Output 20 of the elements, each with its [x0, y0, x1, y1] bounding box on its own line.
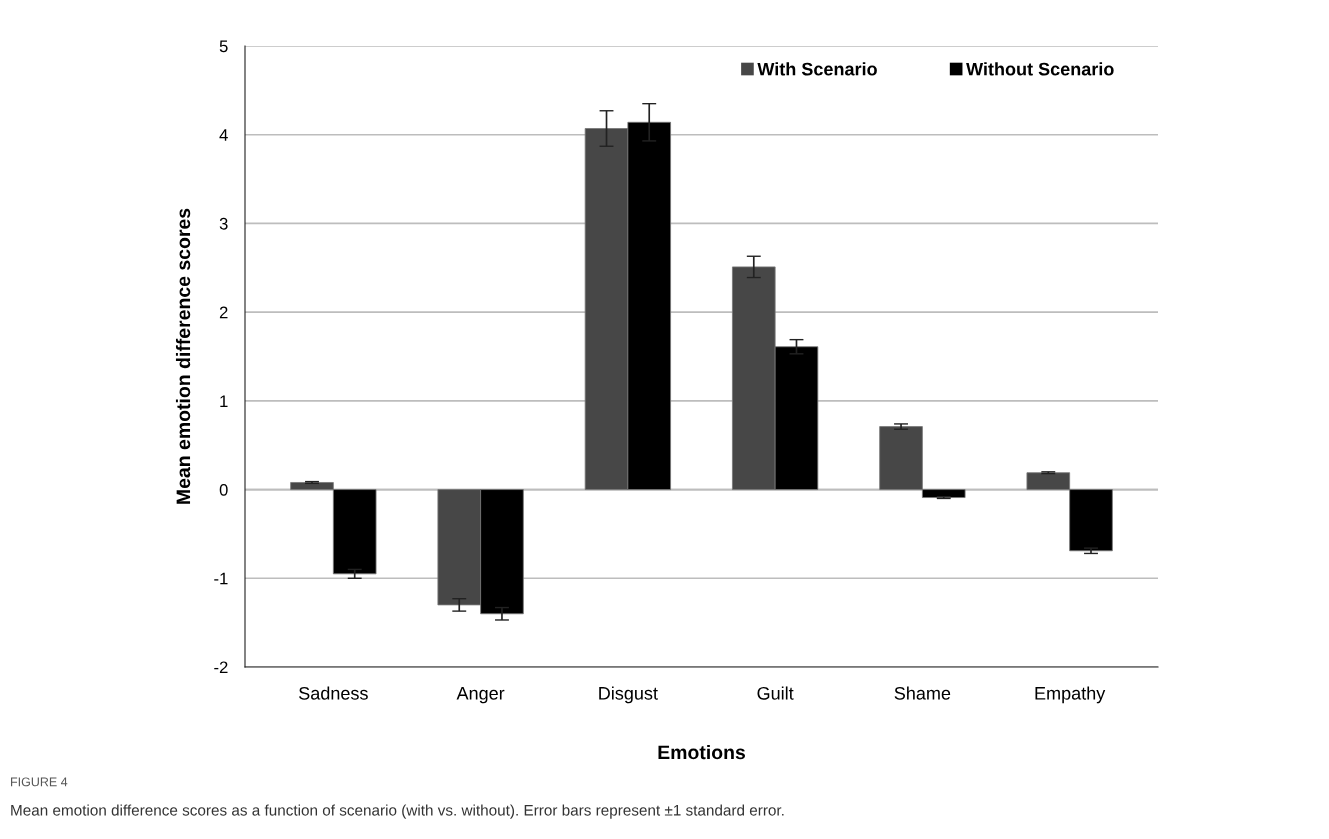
y-tick-label: -2	[214, 661, 228, 674]
legend-label: With Scenario	[757, 62, 877, 76]
y-tick-label: 3	[219, 217, 228, 230]
x-tick-label: Shame	[894, 686, 951, 700]
y-tick-label: -1	[214, 572, 228, 585]
text: Mean emotion difference scores as a function of scenario (with vs. without). Error bars represent ±1 standard error.	[11, 804, 784, 819]
x-tick-label: Anger	[456, 687, 505, 704]
x-tick-label: Empathy	[1035, 686, 1106, 704]
x-tick-label: Disgust	[599, 686, 658, 704]
y-tick-label: 0	[219, 483, 228, 496]
y-tick-label: 2	[219, 306, 228, 319]
y-tick-label: 1	[220, 395, 228, 407]
x-axis-title: Emotions	[658, 744, 745, 760]
y-axis-title: Mean emotion difference scores	[175, 208, 191, 504]
x-tick-label: Sadness	[299, 686, 368, 700]
y-tick-label: 4	[219, 129, 228, 141]
y-tick-label: 5	[219, 40, 228, 53]
caption: FIGURE 4	[11, 777, 68, 787]
x-tick-label: Guilt	[757, 686, 794, 700]
legend-label: Without Scenario	[966, 62, 1114, 76]
